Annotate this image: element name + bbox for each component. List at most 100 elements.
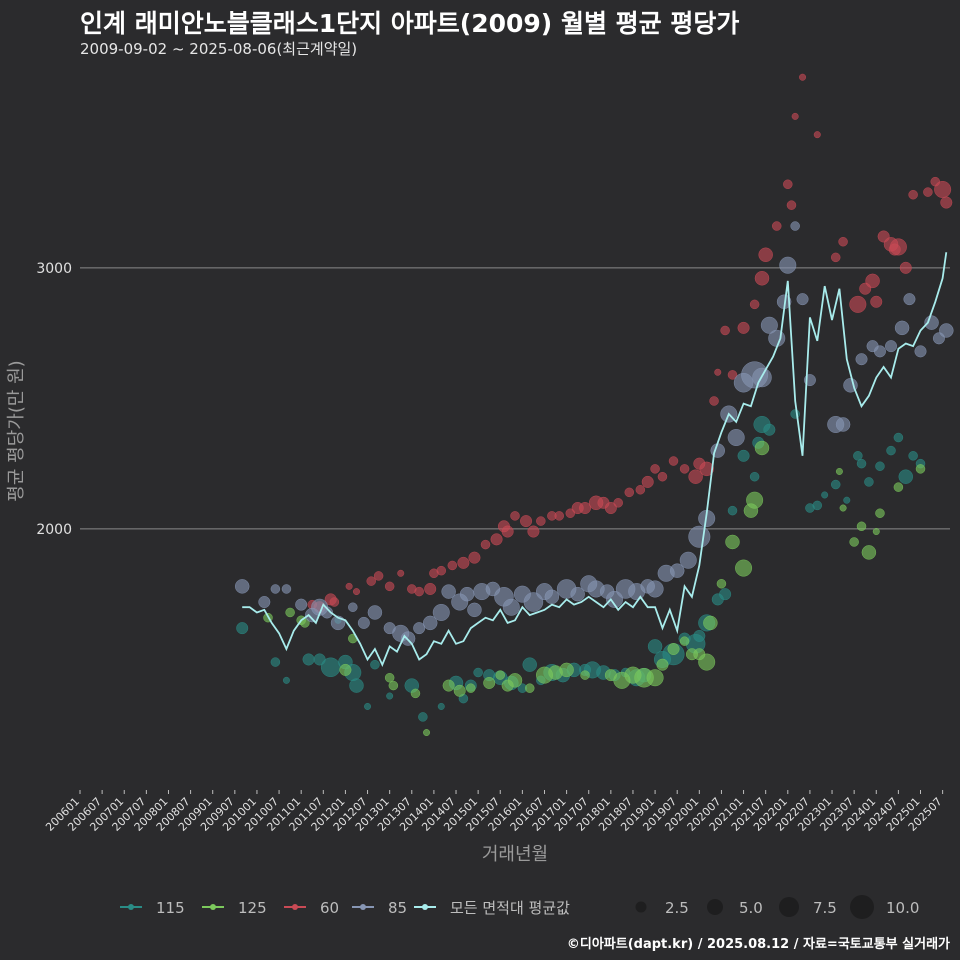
point-60 <box>908 189 918 200</box>
point-85 <box>422 615 438 631</box>
point-60 <box>934 180 952 198</box>
point-layer <box>234 73 954 737</box>
point-125 <box>507 673 523 688</box>
grid-layer <box>80 267 950 530</box>
legend-size-marker <box>635 901 647 913</box>
point-60 <box>424 582 437 595</box>
point-115 <box>364 702 372 710</box>
legend-size-label: 2.5 <box>665 899 689 917</box>
point-85 <box>855 353 868 366</box>
point-115 <box>898 469 914 484</box>
point-115 <box>386 692 394 700</box>
point-115 <box>864 477 874 487</box>
point-85 <box>679 551 697 569</box>
point-125 <box>835 467 843 475</box>
point-60 <box>650 464 660 474</box>
point-125 <box>915 464 926 474</box>
page-subtitle: 2009-09-02 ~ 2025-08-06(최근계약일) <box>80 40 358 58</box>
point-60 <box>899 261 912 274</box>
y-tick-label: 3000 <box>36 261 72 277</box>
point-85 <box>234 579 250 594</box>
point-60 <box>679 464 690 474</box>
legend: 115 125 60 85 모든 면적대 평균값 2.5 5.0 7.5 10.0 <box>120 895 919 919</box>
point-60 <box>865 273 880 289</box>
point-115 <box>282 676 290 684</box>
point-60 <box>480 539 491 550</box>
point-60 <box>604 502 617 515</box>
point-85 <box>790 221 800 231</box>
point-85 <box>413 622 426 635</box>
point-125 <box>495 670 506 680</box>
legend-marker-85 <box>360 904 366 910</box>
point-125 <box>466 683 476 693</box>
point-60 <box>668 456 679 466</box>
legend-label-115: 115 <box>156 899 185 917</box>
point-125 <box>524 683 535 693</box>
point-85 <box>295 598 308 611</box>
point-125 <box>646 669 664 687</box>
point-60 <box>490 533 503 546</box>
point-60 <box>714 368 722 376</box>
point-60 <box>889 238 907 256</box>
point-60 <box>501 525 514 538</box>
legend-label-모든 면적대 평균값: 모든 면적대 평균값 <box>450 899 570 917</box>
point-115 <box>320 657 341 678</box>
point-115 <box>418 712 428 722</box>
point-85 <box>710 443 726 458</box>
point-60 <box>384 581 395 592</box>
legend-size-label: 10.0 <box>886 899 919 917</box>
point-60 <box>397 569 405 577</box>
legend-marker-60 <box>292 904 298 910</box>
point-125 <box>754 440 770 456</box>
x-axis-title: 거래년월 <box>482 844 548 865</box>
point-125 <box>483 676 496 689</box>
point-115 <box>875 461 885 471</box>
legend-size-marker <box>850 895 874 919</box>
y-axis-title: 평균 평당가(만 원) <box>6 360 27 501</box>
legend-size-label: 7.5 <box>813 899 837 917</box>
point-85 <box>835 417 851 432</box>
point-85 <box>281 584 292 594</box>
point-85 <box>570 586 585 602</box>
point-60 <box>554 511 564 521</box>
point-125 <box>703 615 718 631</box>
point-60 <box>510 511 520 521</box>
point-60 <box>727 370 738 380</box>
point-60 <box>737 321 750 334</box>
point-115 <box>370 659 380 670</box>
point-115 <box>647 639 663 654</box>
point-85 <box>894 320 910 336</box>
point-60 <box>624 487 635 498</box>
point-85 <box>432 603 450 621</box>
point-115 <box>719 588 732 601</box>
point-60 <box>641 475 654 488</box>
point-60 <box>813 131 821 139</box>
point-115 <box>522 657 537 672</box>
point-60 <box>849 295 867 313</box>
point-60 <box>720 325 730 336</box>
point-125 <box>285 607 295 618</box>
point-85 <box>669 563 685 578</box>
point-125 <box>839 504 847 512</box>
point-60 <box>830 252 841 263</box>
point-115 <box>302 653 315 666</box>
point-115 <box>727 505 738 516</box>
legend-size-marker <box>707 899 723 915</box>
point-125 <box>423 729 431 737</box>
point-60 <box>579 502 592 515</box>
point-60 <box>749 299 760 310</box>
point-60 <box>352 588 360 596</box>
point-85 <box>258 596 271 609</box>
legend-size-marker <box>779 897 799 917</box>
point-60 <box>613 498 623 508</box>
point-85 <box>873 345 886 358</box>
point-125 <box>442 679 455 692</box>
y-tick-label: 2000 <box>36 522 72 538</box>
point-125 <box>698 653 716 671</box>
point-85 <box>779 256 797 274</box>
point-125 <box>849 537 859 547</box>
point-60 <box>447 560 458 571</box>
point-60 <box>940 196 953 209</box>
point-85 <box>939 323 954 338</box>
point-85 <box>544 589 560 605</box>
